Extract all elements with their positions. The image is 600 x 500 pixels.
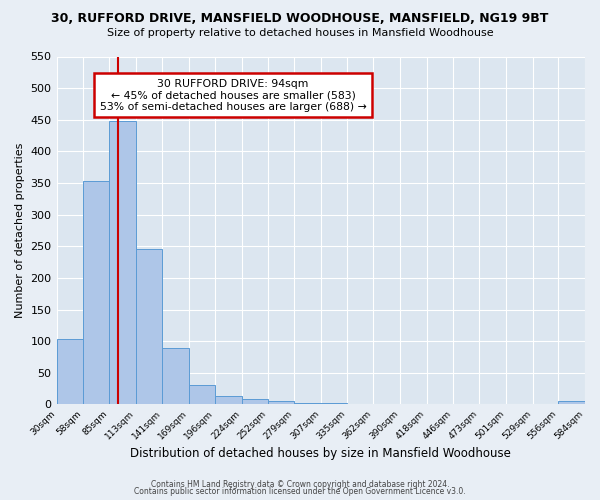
Bar bbox=[136, 249, 163, 404]
Bar bbox=[56, 338, 83, 404]
Text: Size of property relative to detached houses in Mansfield Woodhouse: Size of property relative to detached ho… bbox=[107, 28, 493, 38]
Bar bbox=[268, 402, 294, 404]
Bar bbox=[189, 385, 215, 404]
Bar bbox=[242, 400, 268, 404]
Bar bbox=[163, 348, 189, 405]
Text: 30, RUFFORD DRIVE, MANSFIELD WOODHOUSE, MANSFIELD, NG19 9BT: 30, RUFFORD DRIVE, MANSFIELD WOODHOUSE, … bbox=[52, 12, 548, 26]
Bar bbox=[558, 402, 585, 404]
Bar bbox=[109, 121, 136, 405]
Bar bbox=[215, 396, 242, 404]
Y-axis label: Number of detached properties: Number of detached properties bbox=[15, 143, 25, 318]
Text: 30 RUFFORD DRIVE: 94sqm
← 45% of detached houses are smaller (583)
53% of semi-d: 30 RUFFORD DRIVE: 94sqm ← 45% of detache… bbox=[100, 78, 367, 112]
Bar bbox=[294, 403, 321, 404]
Bar bbox=[83, 181, 109, 404]
Text: Contains public sector information licensed under the Open Government Licence v3: Contains public sector information licen… bbox=[134, 488, 466, 496]
X-axis label: Distribution of detached houses by size in Mansfield Woodhouse: Distribution of detached houses by size … bbox=[130, 447, 511, 460]
Bar bbox=[321, 403, 347, 404]
Text: Contains HM Land Registry data © Crown copyright and database right 2024.: Contains HM Land Registry data © Crown c… bbox=[151, 480, 449, 489]
